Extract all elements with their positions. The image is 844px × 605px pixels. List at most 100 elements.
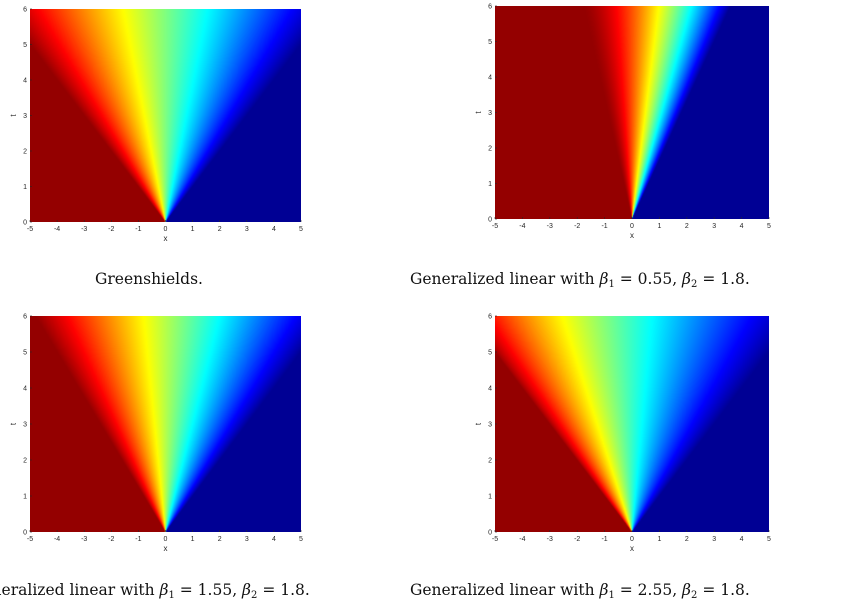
x-tick-label: 5 [299,226,303,233]
caption-4-beta2: 1.8 [720,581,745,599]
x-tick-label: 4 [272,226,276,233]
y-tick-label: 5 [488,350,492,357]
x-tick-label: 4 [272,536,276,543]
y-axis-label: t [9,422,18,425]
x-tick-label: 0 [164,226,168,233]
x-tick-label: -5 [27,536,33,543]
x-tick-label: -1 [601,223,607,230]
y-tick-label: 4 [23,386,27,393]
y-tick-label: 5 [488,39,492,46]
y-tick-label: 2 [23,149,27,156]
heatmap-plot-4 [495,316,769,532]
x-tick-label: 2 [218,226,222,233]
y-tick-label: 5 [23,42,27,49]
x-tick-label: -4 [54,226,60,233]
caption-3-prefix: Generalized linear with [0,581,155,599]
subscript: 1 [168,590,175,601]
y-tick-label: 6 [23,7,27,14]
caption-2-beta2: 1.8 [720,270,745,288]
axes-3: -5 -4 -3 -2 -1 0 1 2 3 4 5 0 1 2 3 4 5 6 x t [9,314,303,554]
x-tick-label: 0 [164,536,168,543]
y-tick-label: 0 [488,217,492,224]
x-tick-label: -5 [492,536,498,543]
x-tick-label: -5 [492,223,498,230]
x-tick-label: -3 [547,223,553,230]
x-tick-label: 3 [245,226,249,233]
subscript: 1 [608,279,615,290]
y-tick-label: 5 [23,350,27,357]
caption-1-text: Greenshields. [95,270,203,288]
y-tick-label: 1 [488,494,492,501]
beta-symbol: β [682,581,692,599]
y-tick-label: 2 [23,458,27,465]
y-tick-label: 2 [488,146,492,153]
y-tick-label: 4 [488,386,492,393]
x-axis-label: x [164,544,168,553]
x-tick-label: -1 [135,536,141,543]
y-tick-label: 6 [23,314,27,321]
beta-symbol: β [242,581,252,599]
caption-3: Generalized linear with β1 = 1.55, β2 = … [0,581,310,601]
caption-2-prefix: Generalized linear with [410,270,600,288]
beta-symbol: β [159,581,169,599]
caption-3-beta1: 1.55 [197,581,233,599]
x-tick-label: -1 [601,536,607,543]
x-tick-label: -4 [519,536,525,543]
x-tick-label: 1 [657,536,661,543]
x-tick-label: -2 [574,536,580,543]
y-axis-label: t [474,422,483,425]
x-tick-label: 5 [767,536,771,543]
beta-symbol: β [682,270,692,288]
caption-3-beta2: 1.8 [280,581,305,599]
y-tick-label: 2 [488,458,492,465]
x-axis-label: x [630,544,634,553]
x-axis-label: x [164,234,168,243]
x-tick-label: 1 [191,536,195,543]
subscript: 1 [608,590,615,601]
caption-4-beta1: 2.55 [637,581,673,599]
y-axis-label: t [474,111,483,114]
y-tick-label: 1 [23,494,27,501]
y-tick-label: 0 [23,530,27,537]
x-tick-label: 3 [245,536,249,543]
x-tick-label: 0 [630,223,634,230]
x-tick-label: 2 [218,536,222,543]
x-tick-label: 0 [630,536,634,543]
x-tick-label: 2 [685,223,689,230]
x-tick-label: 1 [191,226,195,233]
x-tick-label: 3 [712,223,716,230]
x-tick-label: -3 [81,226,87,233]
y-axis-label: t [9,114,18,117]
y-tick-label: 6 [488,4,492,11]
y-tick-label: 3 [23,422,27,429]
x-tick-label: -4 [54,536,60,543]
y-tick-label: 0 [488,530,492,537]
caption-4: Generalized linear with β1 = 2.55, β2 = … [410,581,750,601]
y-tick-label: 3 [23,113,27,120]
x-tick-label: 3 [712,536,716,543]
y-tick-label: 3 [488,422,492,429]
heatmap-plot-3 [30,316,301,532]
x-axis-label: x [630,231,634,240]
x-tick-label: 2 [685,536,689,543]
axes-1: -5 -4 -3 -2 -1 0 1 2 3 4 5 0 1 2 3 4 5 6 x t [9,7,303,244]
y-tick-label: 4 [23,78,27,85]
x-tick-label: -2 [574,223,580,230]
y-tick-label: 0 [23,220,27,227]
x-tick-label: 4 [740,536,744,543]
caption-2: Generalized linear with β1 = 0.55, β2 = … [410,270,750,290]
y-tick-label: 4 [488,75,492,82]
x-tick-label: -4 [519,223,525,230]
y-tick-label: 1 [488,181,492,188]
x-tick-label: -3 [81,536,87,543]
beta-symbol: β [599,581,609,599]
x-tick-label: 5 [299,536,303,543]
caption-4-prefix: Generalized linear with [410,581,600,599]
y-tick-label: 3 [488,110,492,117]
x-tick-label: -2 [108,226,114,233]
x-tick-label: -5 [27,226,33,233]
caption-2-beta1: 0.55 [637,270,673,288]
heatmap-plot-1 [30,9,301,222]
x-tick-label: 4 [740,223,744,230]
